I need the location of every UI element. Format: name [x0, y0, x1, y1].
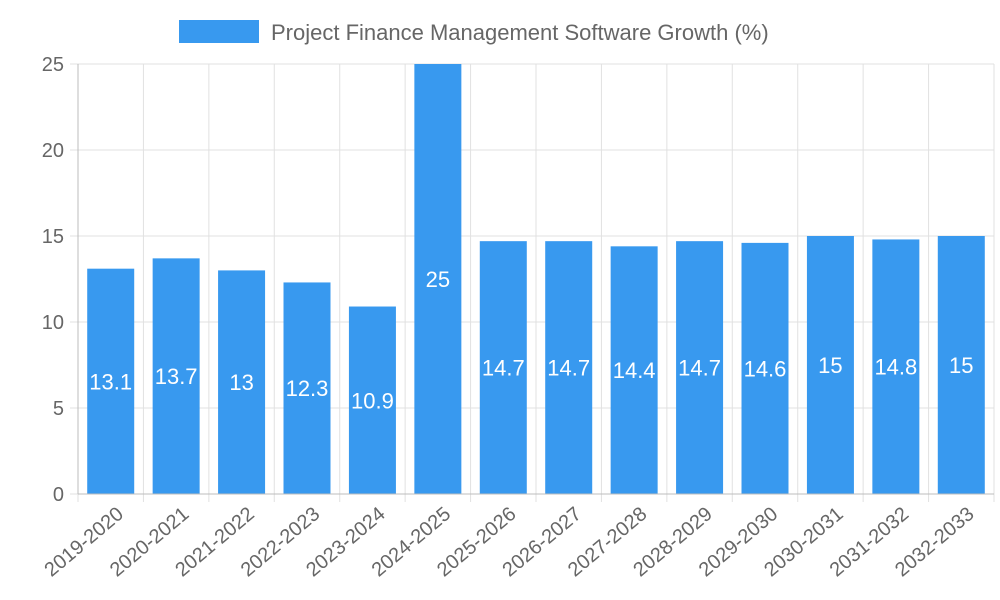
- bar[interactable]: [283, 282, 331, 494]
- bar[interactable]: [872, 239, 920, 494]
- y-tick-label: 5: [53, 398, 64, 420]
- bar[interactable]: [545, 241, 593, 494]
- data-label: 14.8: [874, 355, 917, 380]
- gridlines: [70, 63, 995, 502]
- y-tick-label: 0: [53, 484, 64, 506]
- bar[interactable]: [937, 236, 985, 494]
- bar[interactable]: [414, 64, 462, 494]
- bar[interactable]: [218, 270, 266, 494]
- y-tick-label: 25: [42, 54, 64, 76]
- bars: [87, 64, 985, 494]
- data-label: 14.7: [547, 356, 590, 381]
- y-axis-ticks: 0 5 10 15 20 25: [42, 54, 64, 506]
- data-labels: 13.1 13.7 13 12.3 10.9 25 14.7 14.7 14.4 14.7 14.6…: [89, 267, 973, 413]
- bar[interactable]: [676, 241, 724, 494]
- legend-swatch: [179, 20, 259, 43]
- bar[interactable]: [152, 258, 200, 494]
- y-tick-label: 10: [42, 312, 64, 334]
- data-label: 15: [818, 353, 842, 378]
- data-label: 13.1: [89, 369, 132, 394]
- bar[interactable]: [479, 241, 527, 494]
- legend-label: Project Finance Management Software Grow…: [271, 20, 769, 45]
- y-tick-label: 20: [42, 140, 64, 162]
- bar[interactable]: [348, 306, 396, 494]
- data-label: 13: [229, 370, 253, 395]
- data-label: 25: [426, 267, 450, 292]
- x-axis-ticks: 2019-20202020-20212021-20222022-20232023…: [41, 503, 979, 581]
- bar[interactable]: [610, 246, 658, 494]
- data-label: 10.9: [351, 388, 394, 413]
- data-label: 14.6: [744, 356, 787, 381]
- data-label: 15: [949, 353, 973, 378]
- data-label: 14.4: [613, 358, 656, 383]
- bar[interactable]: [806, 236, 854, 494]
- bar[interactable]: [87, 268, 135, 494]
- y-tick-label: 15: [42, 226, 64, 248]
- data-label: 14.7: [678, 356, 721, 381]
- data-label: 14.7: [482, 356, 525, 381]
- legend[interactable]: Project Finance Management Software Grow…: [179, 20, 769, 45]
- bar[interactable]: [741, 242, 789, 494]
- data-label: 13.7: [155, 364, 198, 389]
- data-label: 12.3: [286, 376, 329, 401]
